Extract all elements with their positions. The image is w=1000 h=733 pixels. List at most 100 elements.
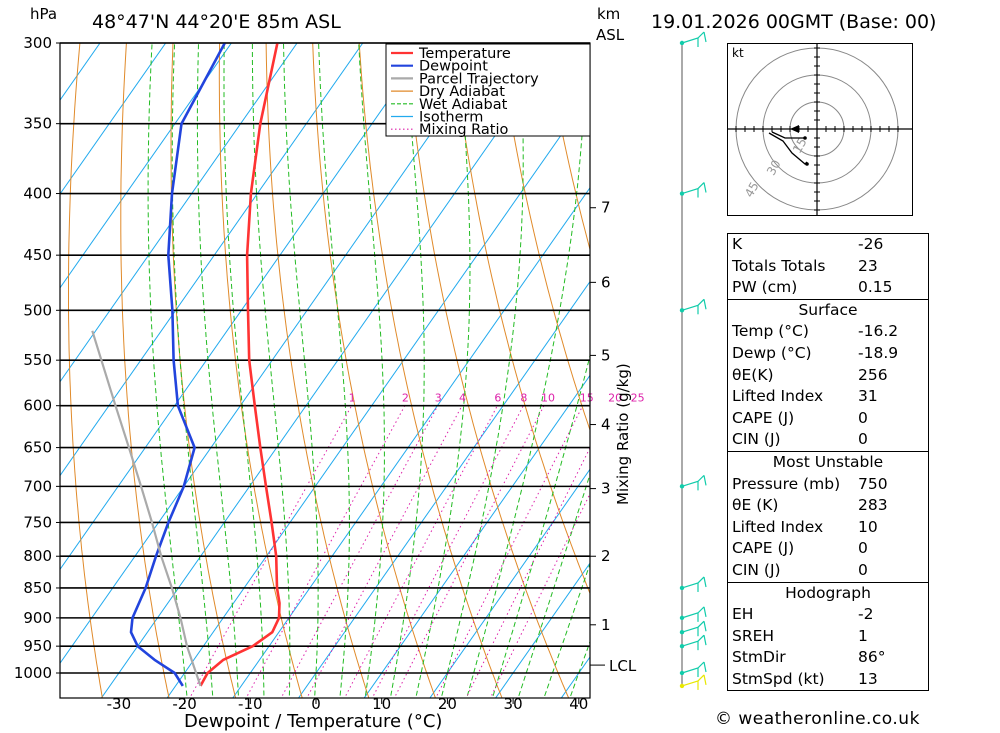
most-unstable-index-label: Lifted Index [732, 517, 824, 536]
lcl-label: LCL [609, 657, 637, 675]
dry-adiabat [405, 43, 570, 698]
surface-index-label: Dewp (°C) [732, 343, 812, 362]
pressure-tick-label: 850 [23, 579, 52, 597]
wind-barb [681, 298, 705, 311]
pressure-tick-label: 1000 [14, 664, 52, 682]
mixing-ratio-line [306, 405, 463, 698]
location-title: 48°47'N 44°20'E 85m ASL [92, 11, 341, 33]
hodograph-unit: kt [732, 46, 744, 60]
wet-adiabat [282, 43, 319, 698]
wind-barb [681, 31, 705, 44]
isotherm [60, 43, 364, 477]
dry-adiabat [218, 43, 303, 698]
wet-adiabat [171, 43, 214, 698]
temperature-tick-label: 20 [438, 695, 457, 713]
pressure-tick-label: 900 [23, 609, 52, 627]
most-unstable-index-row: CIN (J) 0 [728, 560, 928, 582]
surface-index-value: 0 [858, 408, 868, 427]
surface-index-row: Dewp (°C) -18.9 [728, 343, 928, 365]
hodograph-index-row: SREH 1 [728, 626, 928, 648]
wet-adiabat [147, 43, 188, 698]
mixing-ratio-value-label: 25 [631, 392, 645, 405]
wet-adiabat [517, 472, 590, 698]
surface-index-row: Lifted Index 31 [728, 386, 928, 408]
hodograph-trace [768, 125, 809, 166]
pressure-unit-label: hPa [30, 5, 57, 23]
surface-index-value: 31 [858, 387, 878, 406]
wind-barb [681, 182, 705, 195]
wind-barb-flag [703, 576, 707, 588]
mixing-ratio-line [371, 405, 524, 698]
dry-adiabat [498, 43, 590, 432]
surface-index-value: 0 [858, 430, 868, 449]
pressure-tick-label: 300 [23, 34, 52, 52]
height-tick-label: 4 [601, 416, 611, 434]
copyright: © weatheronline.co.uk [715, 709, 920, 729]
wind-barb-flag [703, 299, 707, 310]
indices-table: K -26 Totals Totals 23 PW (cm) 0.15 Surface T… [727, 233, 929, 692]
pressure-tick-label: 650 [23, 439, 52, 457]
hodograph-index-value: 86° [858, 648, 886, 667]
wet-adiabat [318, 43, 350, 698]
index-value: 23 [858, 256, 878, 275]
mixing-ratio-value-label: 6 [494, 392, 501, 405]
temperature-axis: -30 -20 -10 0 10 20 30 40 [107, 695, 589, 713]
temperature-tick-label: 40 [569, 695, 588, 713]
height-axis: 1 2 3 4 5 6 7 [590, 199, 611, 666]
storm-motion-arrow [790, 125, 799, 133]
mixing-ratio-line [280, 405, 439, 698]
mixing-ratio-value-label: 3 [435, 392, 442, 405]
pressure-axis: 300 350 400 450 500 550 600 650 700 750 800 850 900 9… [14, 34, 60, 682]
dry-adiabat [996, 7, 1000, 704]
mixing-ratio-labels: 1 2 3 4 6 8 10 15 20 25 [349, 392, 645, 405]
hodograph-index-row: StmDir 86° [728, 647, 928, 669]
wind-barb-flag [703, 635, 707, 646]
wind-barb-flag [703, 182, 707, 193]
surface-index-label: Temp (°C) [732, 322, 809, 341]
mixing-ratio-value-label: 20 [608, 392, 622, 405]
temperature-tick-label: -30 [107, 695, 132, 713]
dry-adiabat [358, 43, 503, 698]
most-unstable-index-row: Pressure (mb) 750 [728, 474, 928, 496]
most-unstable-index-row: CAPE (J) 0 [728, 538, 928, 560]
temperature-tick-label: -20 [172, 695, 197, 713]
wind-barb-flag [703, 606, 707, 617]
legend-label: Mixing Ratio [419, 122, 509, 138]
mixing-ratio-value-label: 4 [459, 392, 466, 405]
hodograph-index-row: EH -2 [728, 604, 928, 626]
most-unstable-index-label: Pressure (mb) [732, 474, 841, 493]
mixing-ratio-line [245, 405, 406, 698]
series-line-parcel-trajectory [91, 330, 202, 687]
wind-barb [681, 606, 705, 619]
pressure-tick-label: 500 [23, 301, 52, 319]
indices-most-unstable-section: Most Unstable Pressure (mb) 750 θE (K) 283 L… [728, 450, 928, 582]
hodograph-index-value: 1 [858, 626, 868, 645]
pressure-tick-label: 450 [23, 246, 52, 264]
dry-adiabat [120, 43, 170, 698]
isotherm [60, 43, 101, 102]
height-tick-label: 6 [601, 273, 611, 291]
pressure-tick-label: 600 [23, 397, 52, 415]
wind-barb-flag [703, 475, 707, 486]
background-lines [60, 7, 1000, 704]
index-value: -26 [858, 235, 884, 253]
legend-label: Temperature [418, 46, 511, 62]
wind-barb [681, 576, 705, 589]
surface-index-value: -16.2 [858, 322, 899, 341]
legend-label: Parcel Trajectory [419, 71, 539, 87]
surface-index-row: CAPE (J) 0 [728, 408, 928, 430]
hodograph-ring-label-45: 45 [742, 179, 762, 199]
wind-barb-flag [703, 621, 707, 632]
dry-adiabat [265, 43, 370, 698]
hodograph-ring-label-15: 15 [790, 135, 810, 155]
hodograph-index-row: StmSpd (kt) 13 [728, 669, 928, 691]
mixing-ratio-line [435, 405, 584, 698]
surface-index-row: θE(K) 256 [728, 365, 928, 387]
mixing-ratio-line [343, 405, 498, 698]
index-row: Totals Totals 23 [728, 256, 928, 278]
index-label: Totals Totals [732, 256, 826, 275]
legend-label: Wet Adiabat [419, 97, 508, 113]
legend-box [385, 43, 591, 137]
surface-index-row: CIN (J) 0 [728, 429, 928, 451]
